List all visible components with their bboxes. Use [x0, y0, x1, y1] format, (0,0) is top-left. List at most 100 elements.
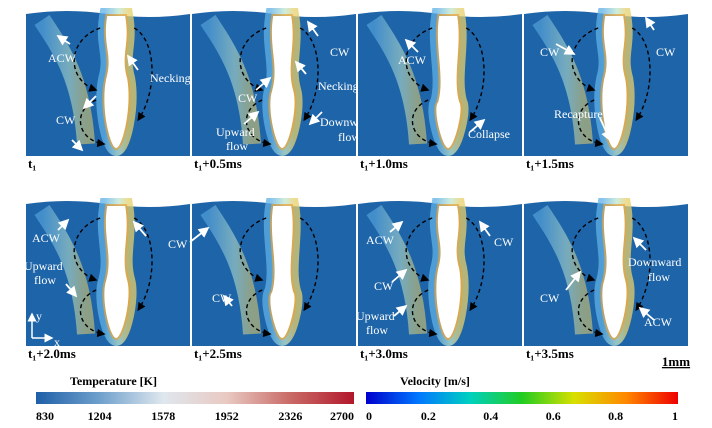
colorbar-tick: 1204: [88, 409, 112, 423]
colorbar-tick: 1952: [215, 409, 239, 423]
panel-grid: t₁ACWNeckingCWt₁+0.5msCWUpwardflowNeckin…: [24, 7, 688, 361]
circulation-loop-3: [299, 27, 319, 122]
annotation-label: CW: [494, 235, 514, 249]
annotation-label: Necking: [150, 71, 191, 85]
colorbar-tick: 830: [36, 409, 54, 423]
panel-3: t₁+1.0ms ACW Collapse: [358, 7, 522, 171]
scale-bar-label: 1mm: [662, 354, 690, 369]
time-label: t₁+1.5ms: [526, 156, 574, 171]
keyhole: [270, 206, 295, 338]
keyhole: [602, 16, 627, 148]
circulation-loop-3: [631, 217, 651, 312]
annotation-label: flow: [366, 323, 388, 337]
circulation-loop-1: [73, 27, 101, 92]
circulation-loop-3: [465, 217, 485, 312]
time-label: t₁+3.5ms: [526, 346, 574, 361]
colorbars: Temperature [K] 830 1204 1578 1952 2326 2700 …: [36, 374, 678, 423]
annotation-label: CW: [540, 45, 560, 59]
scale-bar: 1mm: [662, 354, 690, 369]
annotation-label: ACW: [644, 315, 673, 329]
left-wall-flow: [366, 15, 427, 145]
time-label: t₁+0.5ms: [194, 156, 242, 171]
left-wall-flow: [532, 205, 593, 335]
annotation-label: Downward: [628, 255, 681, 269]
circulation-loop-2: [79, 289, 106, 338]
circulation-loop-1: [239, 217, 267, 282]
annotation-label: CW: [330, 45, 350, 59]
x-axis-label: x: [54, 335, 60, 349]
time-label: t₁+1.0ms: [360, 156, 408, 171]
time-label: t₁+2.5ms: [194, 346, 242, 361]
colorbar-tick: 0.4: [483, 409, 498, 423]
circulation-loop-3: [465, 27, 485, 122]
annotation-label: CW: [656, 45, 676, 59]
annotation-label: Collapse: [468, 127, 510, 141]
keyhole: [104, 16, 129, 148]
annotation-label: ACW: [32, 231, 61, 245]
left-wall-flow: [34, 205, 95, 335]
annotation-label: CW: [168, 237, 188, 251]
annotation-label: flow: [226, 139, 248, 153]
panel-2: t₁+0.5msCWUpwardflowNeckingDownwardflowC…: [192, 7, 373, 171]
keyhole: [104, 206, 129, 338]
colorbar-tick: 0.8: [608, 409, 623, 423]
temperature-title: Temperature [K]: [70, 374, 157, 388]
circulation-loop-1: [571, 217, 599, 282]
keyhole: [436, 206, 461, 338]
velocity-title: Velocity [m/s]: [400, 374, 470, 388]
keyhole: [602, 206, 627, 338]
velocity-colorbar: [366, 392, 678, 404]
keyhole: [270, 16, 295, 148]
colorbar-tick: 2326: [278, 409, 302, 423]
axis-indicator: y x: [27, 309, 60, 349]
colorbar-tick: 0.2: [421, 409, 436, 423]
annotation-label: ACW: [398, 53, 427, 67]
y-axis-label: y: [36, 309, 42, 323]
velocity-ticks: 0 0.2 0.4 0.6 0.8 1: [366, 409, 678, 423]
colorbar-tick: 1: [672, 409, 678, 423]
colorbar-tick: 0: [366, 409, 372, 423]
time-label: t₁: [28, 156, 36, 171]
annotation-label: flow: [34, 273, 56, 287]
left-wall-flow: [200, 15, 261, 145]
circulation-loop-2: [577, 99, 604, 148]
circulation-loop-3: [299, 217, 319, 312]
annotation-label: ACW: [48, 51, 77, 65]
circulation-loop-1: [73, 217, 101, 282]
colorbar-tick: 1578: [151, 409, 175, 423]
panel-4: t₁+1.5ms CW CW Recapture: [524, 7, 688, 171]
time-label: t₁+3.0ms: [360, 346, 408, 361]
annotation-label: Upward: [356, 309, 395, 323]
annotation-label: Upward: [24, 259, 63, 273]
annotation-label: CW: [540, 291, 560, 305]
annotation-label: Upward: [216, 125, 255, 139]
time-label: t₁+2.0ms: [28, 346, 76, 361]
left-wall-flow: [366, 205, 427, 335]
temperature-colorbar: [36, 392, 354, 404]
annotation-label: flow: [648, 270, 670, 284]
circulation-loop-2: [245, 99, 272, 148]
circulation-loop-1: [239, 27, 267, 92]
circulation-loop-2: [245, 289, 272, 338]
circulation-loop-1: [405, 27, 433, 92]
panel-1: t₁ ACW Necking CW: [26, 7, 191, 171]
annotation-label: CW: [238, 91, 258, 105]
colorbar-tick: 2700: [330, 409, 354, 423]
annotation-label: Necking: [318, 79, 359, 93]
annotation-label: CW: [374, 279, 394, 293]
temperature-ticks: 830 1204 1578 1952 2326 2700: [36, 409, 354, 423]
circulation-loop-3: [631, 27, 651, 122]
circulation-loop-1: [405, 217, 433, 282]
left-wall-flow: [200, 205, 261, 335]
annotation-label: Recapture: [554, 107, 603, 121]
annotation-label: ACW: [366, 233, 395, 247]
annotation-label: CW: [56, 113, 76, 127]
left-wall-flow: [34, 15, 95, 145]
circulation-loop-2: [411, 289, 438, 338]
circulation-loop-2: [411, 99, 438, 148]
